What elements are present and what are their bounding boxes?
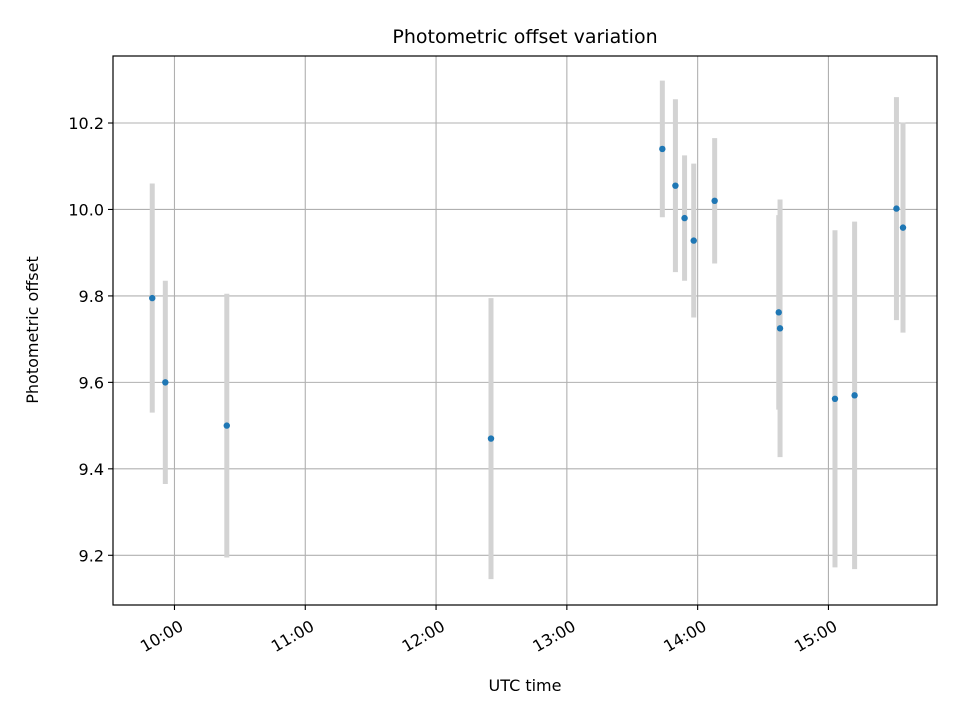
y-tick-label: 9.2 — [79, 546, 104, 565]
data-point — [893, 205, 900, 212]
data-point — [831, 395, 839, 403]
plot-frame — [112, 55, 938, 606]
data-point — [776, 325, 784, 332]
data-point — [162, 379, 169, 386]
data-point — [899, 224, 907, 231]
y-axis-label: Photometric offset — [23, 256, 42, 404]
y-tick-label: 9.4 — [79, 460, 104, 479]
data-point — [672, 182, 679, 189]
data-point — [711, 197, 718, 205]
data-point — [487, 435, 495, 442]
point-layer — [149, 145, 907, 442]
y-tick-label: 9.6 — [79, 373, 104, 392]
data-point — [775, 309, 782, 316]
data-point — [223, 422, 230, 429]
y-tick-label: 10.2 — [68, 114, 104, 133]
data-point — [659, 145, 666, 153]
y-tick-label: 10.0 — [68, 200, 104, 219]
grid-layer — [113, 56, 937, 605]
y-tick-label: 9.8 — [79, 287, 104, 306]
x-axis-label: UTC time — [489, 676, 562, 695]
data-point — [690, 237, 697, 244]
data-point — [149, 294, 156, 302]
data-point — [681, 214, 688, 222]
chart-title: Photometric offset variation — [392, 26, 657, 48]
data-point — [851, 392, 858, 399]
